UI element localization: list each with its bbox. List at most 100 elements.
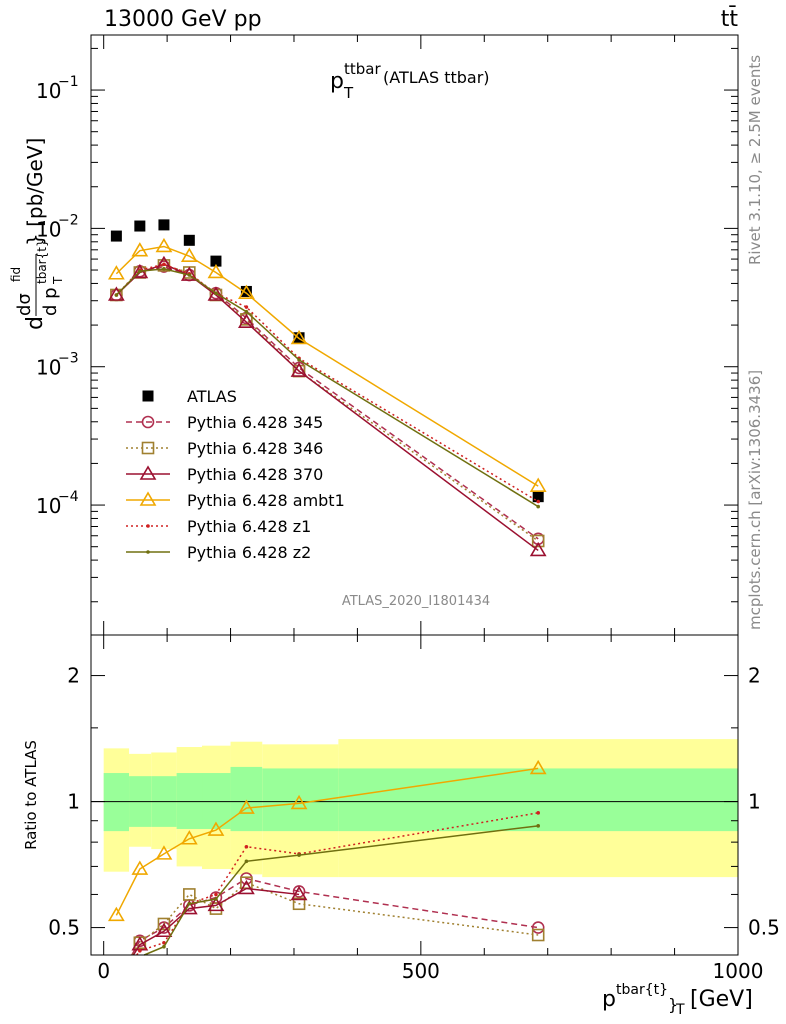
energy-label: 13000 GeV pp xyxy=(104,7,262,32)
main-series-pythia-6-428-z1 xyxy=(114,262,540,504)
data-point xyxy=(531,534,545,548)
data-point xyxy=(238,879,255,895)
data-point xyxy=(214,892,218,897)
data-point xyxy=(536,811,540,815)
data-point xyxy=(529,477,547,492)
data-point xyxy=(214,897,218,901)
legend-entry: Pythia 6.428 z2 xyxy=(126,543,311,562)
data-point xyxy=(297,853,301,857)
data-point xyxy=(207,896,225,912)
data-point xyxy=(238,284,255,300)
xlabel-main: p xyxy=(602,987,616,1012)
main-y-tick-label-exp: −1 xyxy=(58,74,79,90)
legend-label: Pythia 6.428 ambt1 xyxy=(187,491,345,510)
legend-entry: Pythia 6.428 z1 xyxy=(126,517,311,536)
data-point xyxy=(244,309,249,314)
data-point xyxy=(536,504,540,509)
ratio-series-pythia-6-428-z2 xyxy=(143,824,540,956)
legend-marker xyxy=(142,390,154,402)
data-point xyxy=(180,247,198,262)
data-point xyxy=(180,830,198,845)
ratio-y-tick-label-right: 2 xyxy=(748,664,761,688)
data-point xyxy=(290,885,308,901)
data-point xyxy=(290,329,308,345)
data-point xyxy=(162,267,166,271)
series-line xyxy=(115,268,539,508)
data-point xyxy=(107,906,125,922)
data-point xyxy=(244,859,249,864)
analysis-watermark: ATLAS_2020_I1801434 xyxy=(342,594,490,609)
data-point xyxy=(131,860,149,875)
xlabel-unit: [GeV] xyxy=(690,987,753,1012)
ratio-band-inner-bin xyxy=(338,768,738,832)
xlabel-sup: tbar{t} xyxy=(616,982,668,998)
axis-ticks xyxy=(91,35,739,955)
main-series-pythia-6-428-z2 xyxy=(114,267,540,509)
main-y-tick-label-base: 10 xyxy=(36,79,61,103)
ylabel-d: d xyxy=(23,316,48,330)
legend-marker xyxy=(141,415,155,429)
data-point xyxy=(114,293,119,297)
legend-marker xyxy=(146,550,150,554)
data-point xyxy=(107,286,125,301)
data-point xyxy=(297,358,301,362)
legend-label: Pythia 6.428 370 xyxy=(187,465,323,484)
x-axis-label: p tbar{t} } T [GeV] xyxy=(602,982,753,1018)
plot-title-sub: T xyxy=(343,84,354,102)
data-point xyxy=(531,921,545,934)
legend-marker xyxy=(146,524,150,528)
series-line xyxy=(131,881,539,956)
ratio-series-pythia-6-428-370 xyxy=(131,879,308,956)
x-tick-label: 1000 xyxy=(713,959,764,983)
main-series-atlas xyxy=(110,219,544,503)
data-point xyxy=(183,888,196,901)
data-point xyxy=(183,234,195,246)
legend-label: Pythia 6.428 345 xyxy=(187,413,323,432)
legend-label: ATLAS xyxy=(187,387,237,406)
data-point xyxy=(292,897,306,911)
data-point xyxy=(244,305,249,309)
data-point xyxy=(240,285,252,297)
ylabel-frac-num-sup: fid xyxy=(9,267,23,282)
ratio-series-pythia-6-428-ambt1 xyxy=(107,759,547,922)
data-point xyxy=(290,794,308,810)
plot-title: p T ttbar (ATLAS ttbar) xyxy=(330,60,490,102)
data-point xyxy=(138,949,142,953)
data-point xyxy=(180,900,198,915)
plot-title-main: p xyxy=(330,69,344,94)
data-point xyxy=(529,541,547,557)
data-point xyxy=(532,491,544,503)
ratio-y-tick-label-left: 1 xyxy=(67,790,80,814)
data-point xyxy=(529,759,547,775)
ratio-series-pythia-6-428-346 xyxy=(131,876,545,956)
ylabel-frac-num: dσ xyxy=(14,293,35,316)
main-panel-series xyxy=(107,219,547,557)
data-point xyxy=(207,263,225,279)
data-point xyxy=(155,237,173,253)
legend-entry: Pythia 6.428 ambt1 xyxy=(126,491,345,510)
legend-marker xyxy=(139,465,157,480)
legend-entry: Pythia 6.428 345 xyxy=(126,413,323,432)
data-point xyxy=(134,220,146,232)
data-point xyxy=(157,917,171,931)
main-y-tick-label-base: 10 xyxy=(36,494,61,518)
data-point xyxy=(155,845,173,860)
xlabel-sub2: T xyxy=(675,1002,685,1018)
series-line xyxy=(136,812,539,956)
plot-title-suffix: (ATLAS ttbar) xyxy=(383,68,490,87)
ratio-band-inner-bin xyxy=(230,766,263,832)
ylabel-frac-den-sup: tbar{t} xyxy=(35,239,49,284)
main-y-tick-label-base: 10 xyxy=(36,217,61,241)
main-y-axis-label: d dσ fid d p tbar{t} T } [pb/GeV] xyxy=(9,138,65,330)
x-tick-label: 500 xyxy=(402,959,440,983)
data-point xyxy=(207,286,225,301)
data-point xyxy=(107,265,125,280)
x-tick-label: 0 xyxy=(97,959,110,983)
data-point xyxy=(244,844,249,849)
main-series-pythia-6-428-ambt1 xyxy=(107,237,547,492)
data-point xyxy=(207,821,225,836)
series-line xyxy=(132,887,300,956)
ratio-y-tick-label-right: 0.5 xyxy=(748,916,780,940)
